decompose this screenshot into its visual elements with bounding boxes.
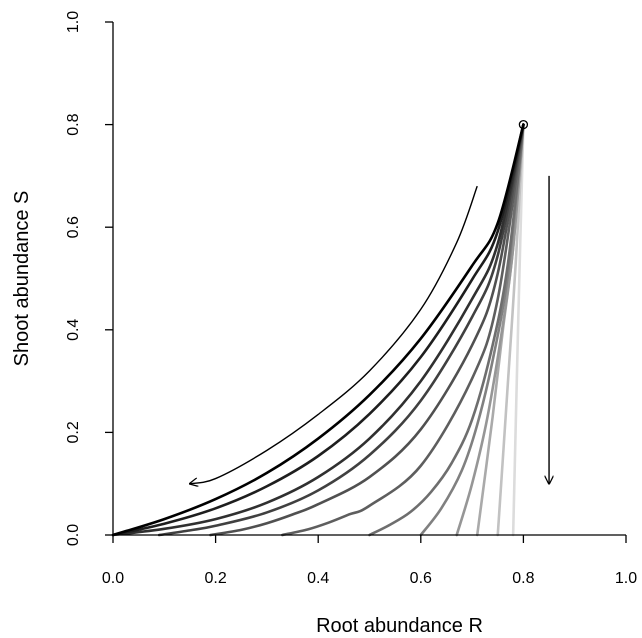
x-tick-label: 1.0 [615,570,637,587]
series-line-1 [111,123,525,537]
y-tick-label: 0.2 [65,421,82,443]
x-axis-title: Root abundance R [316,615,483,637]
curved-arrow-1 [190,185,478,484]
x-tick-label: 0.2 [204,570,226,587]
series-line-3 [111,123,525,537]
y-tick-label: 1.0 [65,11,82,33]
y-ticks: 0.0 0.2 0.4 0.6 0.8 1.0 [65,11,113,546]
y-tick-label: 0.6 [65,216,82,238]
series-line-11 [496,123,525,537]
y-tick-label: 0.0 [65,524,82,546]
axes [112,22,626,536]
x-tick-label: 0.8 [512,570,534,587]
x-tick-label: 0.6 [410,570,432,587]
y-tick-label: 0.8 [65,113,82,135]
series-line-9 [455,123,525,537]
plot-area [111,119,549,537]
series-line-2 [111,123,525,537]
x-tick-label: 0.0 [102,570,124,587]
series-line-7 [368,123,525,537]
x-ticks: 0.0 0.2 0.4 0.6 0.8 1.0 [102,535,637,587]
series-line-4 [157,123,525,537]
y-axis-title: Shoot abundance S [11,191,33,367]
x-tick-label: 0.4 [307,570,329,587]
y-tick-label: 0.4 [65,319,82,341]
series-line-5 [209,123,525,537]
series-line-12 [511,123,525,537]
start-point-marker [518,119,529,130]
series-line-6 [280,123,525,537]
